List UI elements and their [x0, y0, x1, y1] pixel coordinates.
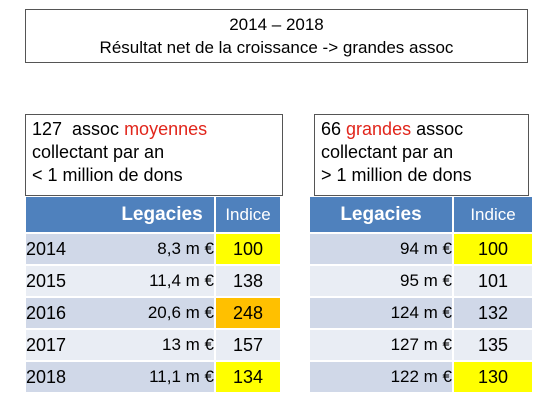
- table-row: 2015 11,4 m €138: [26, 266, 280, 298]
- table-row: 124 m €132: [310, 298, 532, 330]
- title-box: 2014 – 2018 Résultat net de la croissanc…: [25, 9, 528, 63]
- desc-right-suffix: assoc: [411, 119, 464, 139]
- table-header-row: Legacies Indice: [310, 197, 532, 234]
- legacies-cell: 122 m €: [310, 362, 452, 394]
- legacies-cell: 95 m €: [310, 266, 452, 298]
- indice-cell: 100: [214, 234, 280, 266]
- desc-right-count: 66: [321, 119, 347, 139]
- header-indice: Indice: [214, 197, 280, 234]
- table-row: 2016 20,6 m €248: [26, 298, 280, 330]
- table-row: 2017 13 m €157: [26, 330, 280, 362]
- desc-right-line3: > 1 million de dons: [321, 165, 472, 185]
- indice-cell: 101: [452, 266, 532, 298]
- year-cell: 2016: [26, 298, 110, 330]
- indice-cell: 138: [214, 266, 280, 298]
- indice-cell: 135: [452, 330, 532, 362]
- year-cell: 2017: [26, 330, 110, 362]
- header-year: [26, 197, 110, 234]
- desc-right-category: grandes: [346, 119, 412, 139]
- desc-left-line3: < 1 million de dons: [32, 165, 183, 185]
- description-moyennes: 127 assoc moyennes collectant par an < 1…: [25, 114, 283, 196]
- table-row: 95 m €101: [310, 266, 532, 298]
- indice-cell: 157: [214, 330, 280, 362]
- legacies-cell: 20,6 m €: [110, 298, 214, 330]
- table-header-row: Legacies Indice: [26, 197, 280, 234]
- legacies-cell: 11,1 m €: [110, 362, 214, 394]
- legacies-cell: 124 m €: [310, 298, 452, 330]
- desc-left-line2: collectant par an: [32, 142, 165, 162]
- desc-left-category: moyennes: [124, 119, 208, 139]
- title-years: 2014 – 2018: [229, 15, 324, 34]
- legacies-cell: 94 m €: [310, 234, 452, 266]
- indice-cell: 130: [452, 362, 532, 394]
- table-grandes: Legacies Indice 94 m €100 95 m €101 124 m …: [310, 197, 532, 394]
- desc-right-line2: collectant par an: [321, 142, 454, 162]
- indice-cell: 248: [214, 298, 280, 330]
- header-legacies: Legacies: [310, 197, 452, 234]
- year-cell: 2015: [26, 266, 110, 298]
- table-row: 122 m €130: [310, 362, 532, 394]
- legacies-cell: 11,4 m €: [110, 266, 214, 298]
- year-cell: 2018: [26, 362, 110, 394]
- legacies-cell: 13 m €: [110, 330, 214, 362]
- legacies-cell: 8,3 m €: [110, 234, 214, 266]
- indice-cell: 100: [452, 234, 532, 266]
- legacies-cell: 127 m €: [310, 330, 452, 362]
- title-subtitle: Résultat net de la croissance -> grandes…: [99, 38, 454, 57]
- year-cell: 2014: [26, 234, 110, 266]
- table-moyennes: Legacies Indice 2014 8,3 m €100 2015 11,4 m…: [26, 197, 280, 394]
- header-indice: Indice: [452, 197, 532, 234]
- desc-left-count: 127 assoc: [32, 119, 125, 139]
- table-row: 2014 8,3 m €100: [26, 234, 280, 266]
- indice-cell: 134: [214, 362, 280, 394]
- table-row: 127 m €135: [310, 330, 532, 362]
- indice-cell: 132: [452, 298, 532, 330]
- table-row: 94 m €100: [310, 234, 532, 266]
- description-grandes: 66 grandes assoc collectant par an > 1 m…: [314, 114, 529, 196]
- table-row: 2018 11,1 m €134: [26, 362, 280, 394]
- header-legacies: Legacies: [110, 197, 214, 234]
